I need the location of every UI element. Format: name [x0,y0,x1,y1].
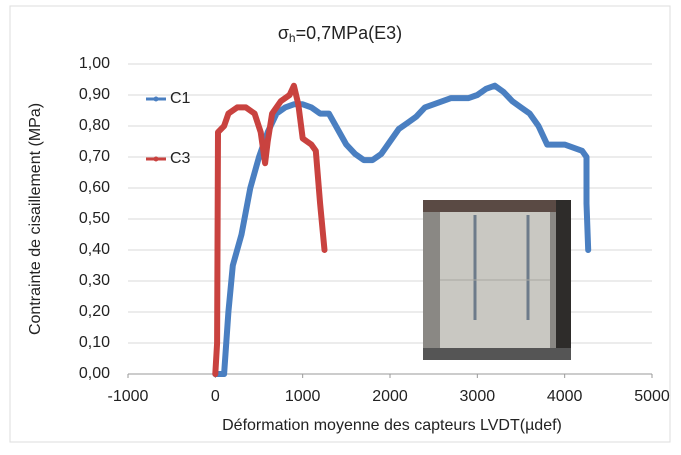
title-subscript: h [289,31,296,45]
x-tick-label: 1000 [285,388,321,405]
y-tick-label: 0,50 [79,210,110,227]
frame [9,5,671,443]
y-tick-label: 0,90 [79,86,110,103]
legend-marker [153,156,159,162]
y-tick-label: 1,00 [79,55,110,72]
x-tick-label: 4000 [547,388,583,405]
y-tick-label: 0,30 [79,272,110,289]
y-tick-label: 0,20 [79,303,110,320]
y-tick-label: 0,80 [79,117,110,134]
title-symbol: σ [278,23,289,43]
series-line [212,82,328,377]
y-tick-label: 0,10 [79,334,110,351]
x-tick-label: 2000 [372,388,408,405]
chart-title: σh=0,7MPa(E3) [278,23,402,45]
legend-label: C3 [170,150,191,167]
x-tick-label: 0 [211,388,220,405]
title-text: =0,7MPa(E3) [296,23,403,43]
y-tick-label: 0,00 [79,365,110,382]
legend-marker [153,96,159,102]
inset-photo [423,200,571,360]
y-axis-label: Contrainte de cisaillement (MPa) [27,103,44,335]
x-tick-label: 3000 [460,388,496,405]
x-tick-label: 5000 [634,388,670,405]
x-tick-label: -1000 [108,388,149,405]
y-tick-label: 0,70 [79,148,110,165]
legend-label: C1 [170,90,191,107]
x-axis-label: Déformation moyenne des capteurs LVDT(µd… [222,417,562,434]
y-tick-label: 0,60 [79,179,110,196]
y-tick-label: 0,40 [79,241,110,258]
